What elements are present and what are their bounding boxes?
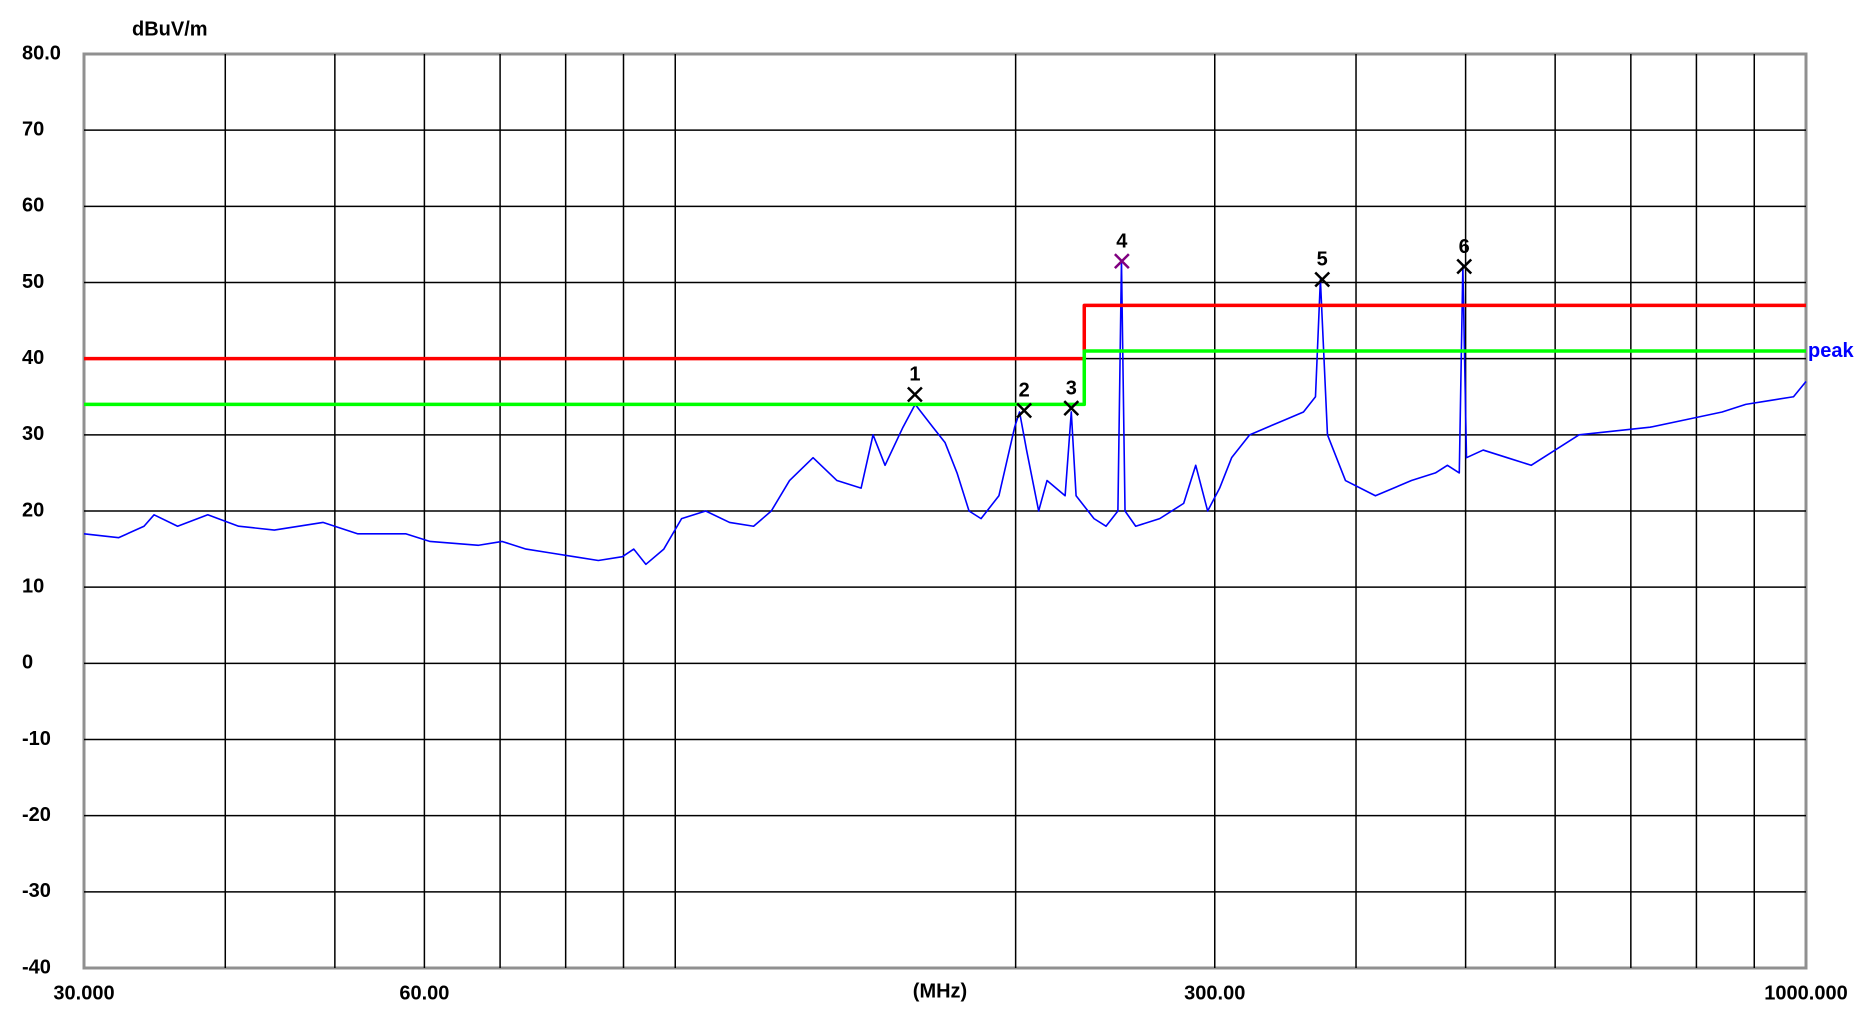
peak-marker bbox=[1063, 400, 1080, 417]
x-tick-label: 30.000 bbox=[53, 982, 114, 1004]
y-tick-label: 20 bbox=[22, 499, 44, 521]
limit-line bbox=[84, 303, 1806, 361]
y-tick-label: 50 bbox=[22, 271, 44, 293]
y-tick-label: -30 bbox=[22, 880, 51, 902]
y-axis-label: dBuV/m bbox=[132, 18, 208, 40]
trace-line bbox=[83, 260, 1807, 566]
x-tick-label: 1000.000 bbox=[1764, 982, 1847, 1004]
y-tick-label: 10 bbox=[22, 575, 44, 597]
peak-marker bbox=[906, 386, 923, 403]
peak-marker bbox=[1314, 271, 1331, 288]
x-axis-label: (MHz) bbox=[913, 980, 967, 1002]
y-tick-label: 0 bbox=[22, 652, 33, 674]
y-tick-label: -10 bbox=[22, 728, 51, 750]
marker-label: 3 bbox=[1066, 377, 1077, 399]
y-tick-label: 80.0 bbox=[22, 42, 61, 64]
y-tick-label: 60 bbox=[22, 195, 44, 217]
y-tick-label: 30 bbox=[22, 423, 44, 445]
y-tick-label: -40 bbox=[22, 956, 51, 978]
y-tick-label: -20 bbox=[22, 804, 51, 826]
x-tick-label: 60.00 bbox=[399, 982, 449, 1004]
marker-label: 5 bbox=[1317, 249, 1328, 271]
series-label: peak bbox=[1808, 340, 1854, 362]
marker-label: 1 bbox=[909, 364, 920, 386]
y-tick-label: 70 bbox=[22, 118, 44, 140]
peak-marker bbox=[1113, 253, 1130, 270]
y-tick-label: 40 bbox=[22, 347, 44, 369]
peak-marker bbox=[1016, 402, 1033, 419]
peak-marker bbox=[1456, 258, 1473, 275]
marker-label: 6 bbox=[1459, 236, 1470, 258]
marker-label: 4 bbox=[1116, 230, 1128, 252]
marker-label: 2 bbox=[1019, 380, 1030, 402]
x-tick-label: 300.00 bbox=[1184, 982, 1245, 1004]
limit-line bbox=[84, 349, 1806, 407]
